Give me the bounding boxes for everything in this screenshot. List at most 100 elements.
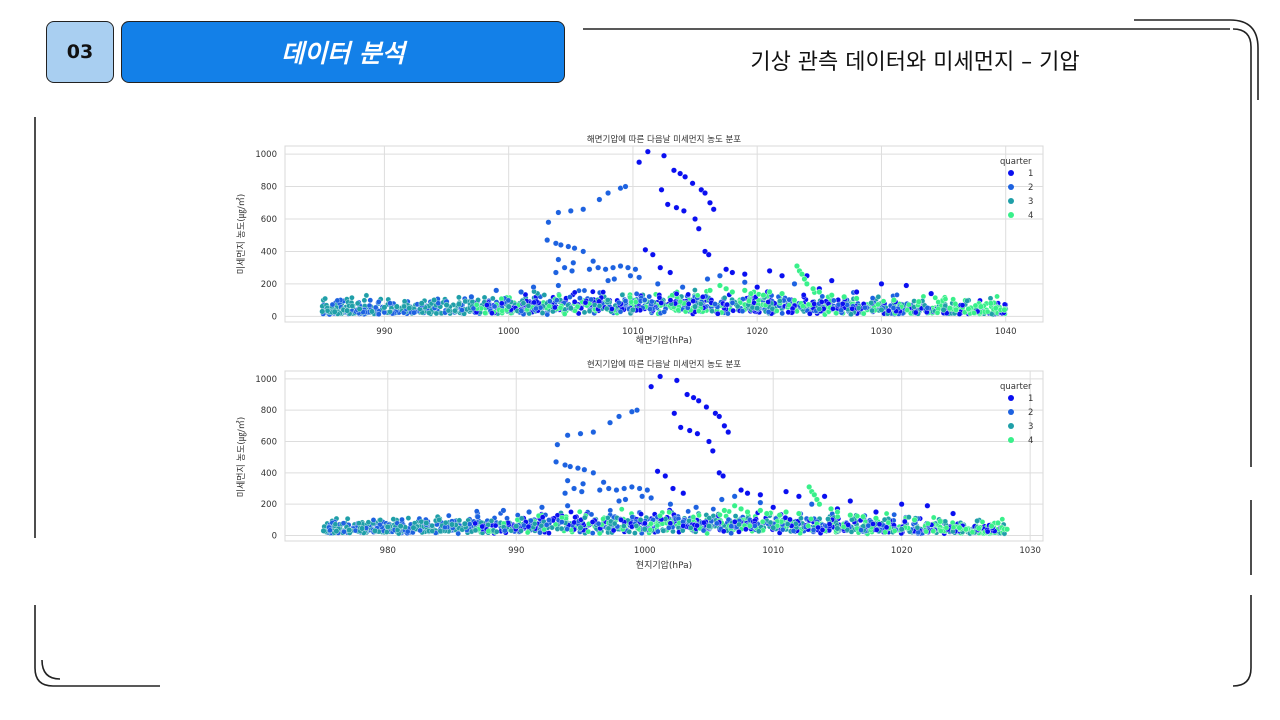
scatter-point [791,297,798,303]
scatter-point [340,520,347,526]
scatter-point [692,303,699,310]
scatter-point [581,466,588,473]
scatter-point [324,307,331,314]
scatter-point [845,522,851,528]
scatter-point [766,288,773,295]
scatter-point [541,292,548,298]
scatter-point [586,266,593,273]
scatter-point [942,518,949,525]
scatter-point [319,308,326,315]
scatter-point [679,284,686,291]
legend-label: 1 [1028,394,1033,404]
scatter-point [648,298,655,305]
scatter-point [854,513,861,519]
scatter-point [898,526,905,533]
scatter-point [828,505,835,512]
scatter-point [779,526,786,533]
y-tick-label: 0 [272,312,277,322]
scatter-point [472,527,479,534]
scatter-point [493,287,500,294]
scatter-point [765,299,771,305]
scatter-point [622,298,629,304]
scatter-point [565,243,572,250]
scatter-point [682,173,689,180]
scatter-point [818,299,825,305]
x-tick-label: 1040 [995,327,1017,337]
scatter-point [686,427,693,434]
scatter-point [685,301,692,307]
scatter-point [590,469,597,476]
scatter-point [644,487,651,494]
scatter-point [819,527,826,533]
scatter-point [987,300,994,307]
scatter-point [731,493,738,500]
scatter-point [972,302,979,309]
scatter-point [655,528,661,535]
scatter-point [769,306,776,312]
scatter-point [816,306,823,313]
scatter-point [673,377,680,384]
scatter-point [377,517,384,523]
scatter-point [405,515,412,521]
scatter-point [881,516,888,523]
scatter-point [384,523,391,530]
scatter-point [971,310,977,316]
scatter-point [459,307,465,313]
scatter-point [354,300,361,307]
scatter-point [680,523,686,529]
scatter-point [667,501,674,508]
scatter-point [637,517,644,523]
scatter-point [552,304,558,311]
scatter-point [406,305,413,312]
legend-title: quarter [1000,382,1032,392]
scatter-point [552,240,559,247]
scatter-point [763,510,770,517]
scatter-point [693,504,700,511]
scatter-point [562,490,569,497]
scatter-point [571,299,578,305]
scatter-point [646,293,652,300]
scatter-point [739,308,746,314]
scatter-point [456,517,463,524]
scatter-point [744,490,751,497]
scatter-point [853,288,860,295]
scatter-point [992,305,999,312]
scatter-point [808,516,814,522]
scatter-point [765,309,772,315]
y-tick-label: 200 [261,500,277,510]
scatter-point [696,308,702,314]
scatter-point [732,519,738,525]
y-tick-label: 800 [261,406,277,416]
scatter-point [390,516,397,522]
scatter-point [401,303,407,310]
scatter-point [730,307,736,314]
scatter-point [950,524,957,531]
legend-marker [1008,423,1014,429]
scatter-point [658,300,664,306]
scatter-point [757,507,764,514]
scatter-point [915,529,922,536]
scatter-point [555,282,562,289]
scatter-point [639,493,646,500]
scatter-point [616,498,623,505]
section-number-badge: 03 [46,21,114,83]
scatter-point [498,295,505,302]
scatter-point [903,282,910,289]
scatter-point [878,280,885,287]
scatter-point [724,301,730,308]
scatter-point [610,527,617,534]
scatter-point [754,284,761,291]
legend-marker [1008,184,1014,190]
scatter-point [647,526,653,533]
scatter-point [882,529,888,535]
scatter-point [525,303,532,309]
scatter-point [911,516,918,523]
scatter-point [561,311,568,317]
scatter-point [648,383,655,390]
scatter-point [504,515,510,522]
scatter-point [617,308,624,315]
scatter-point [490,295,496,302]
scatter-point [609,306,615,312]
scatter-point [372,304,379,311]
scatter-point [556,292,562,299]
